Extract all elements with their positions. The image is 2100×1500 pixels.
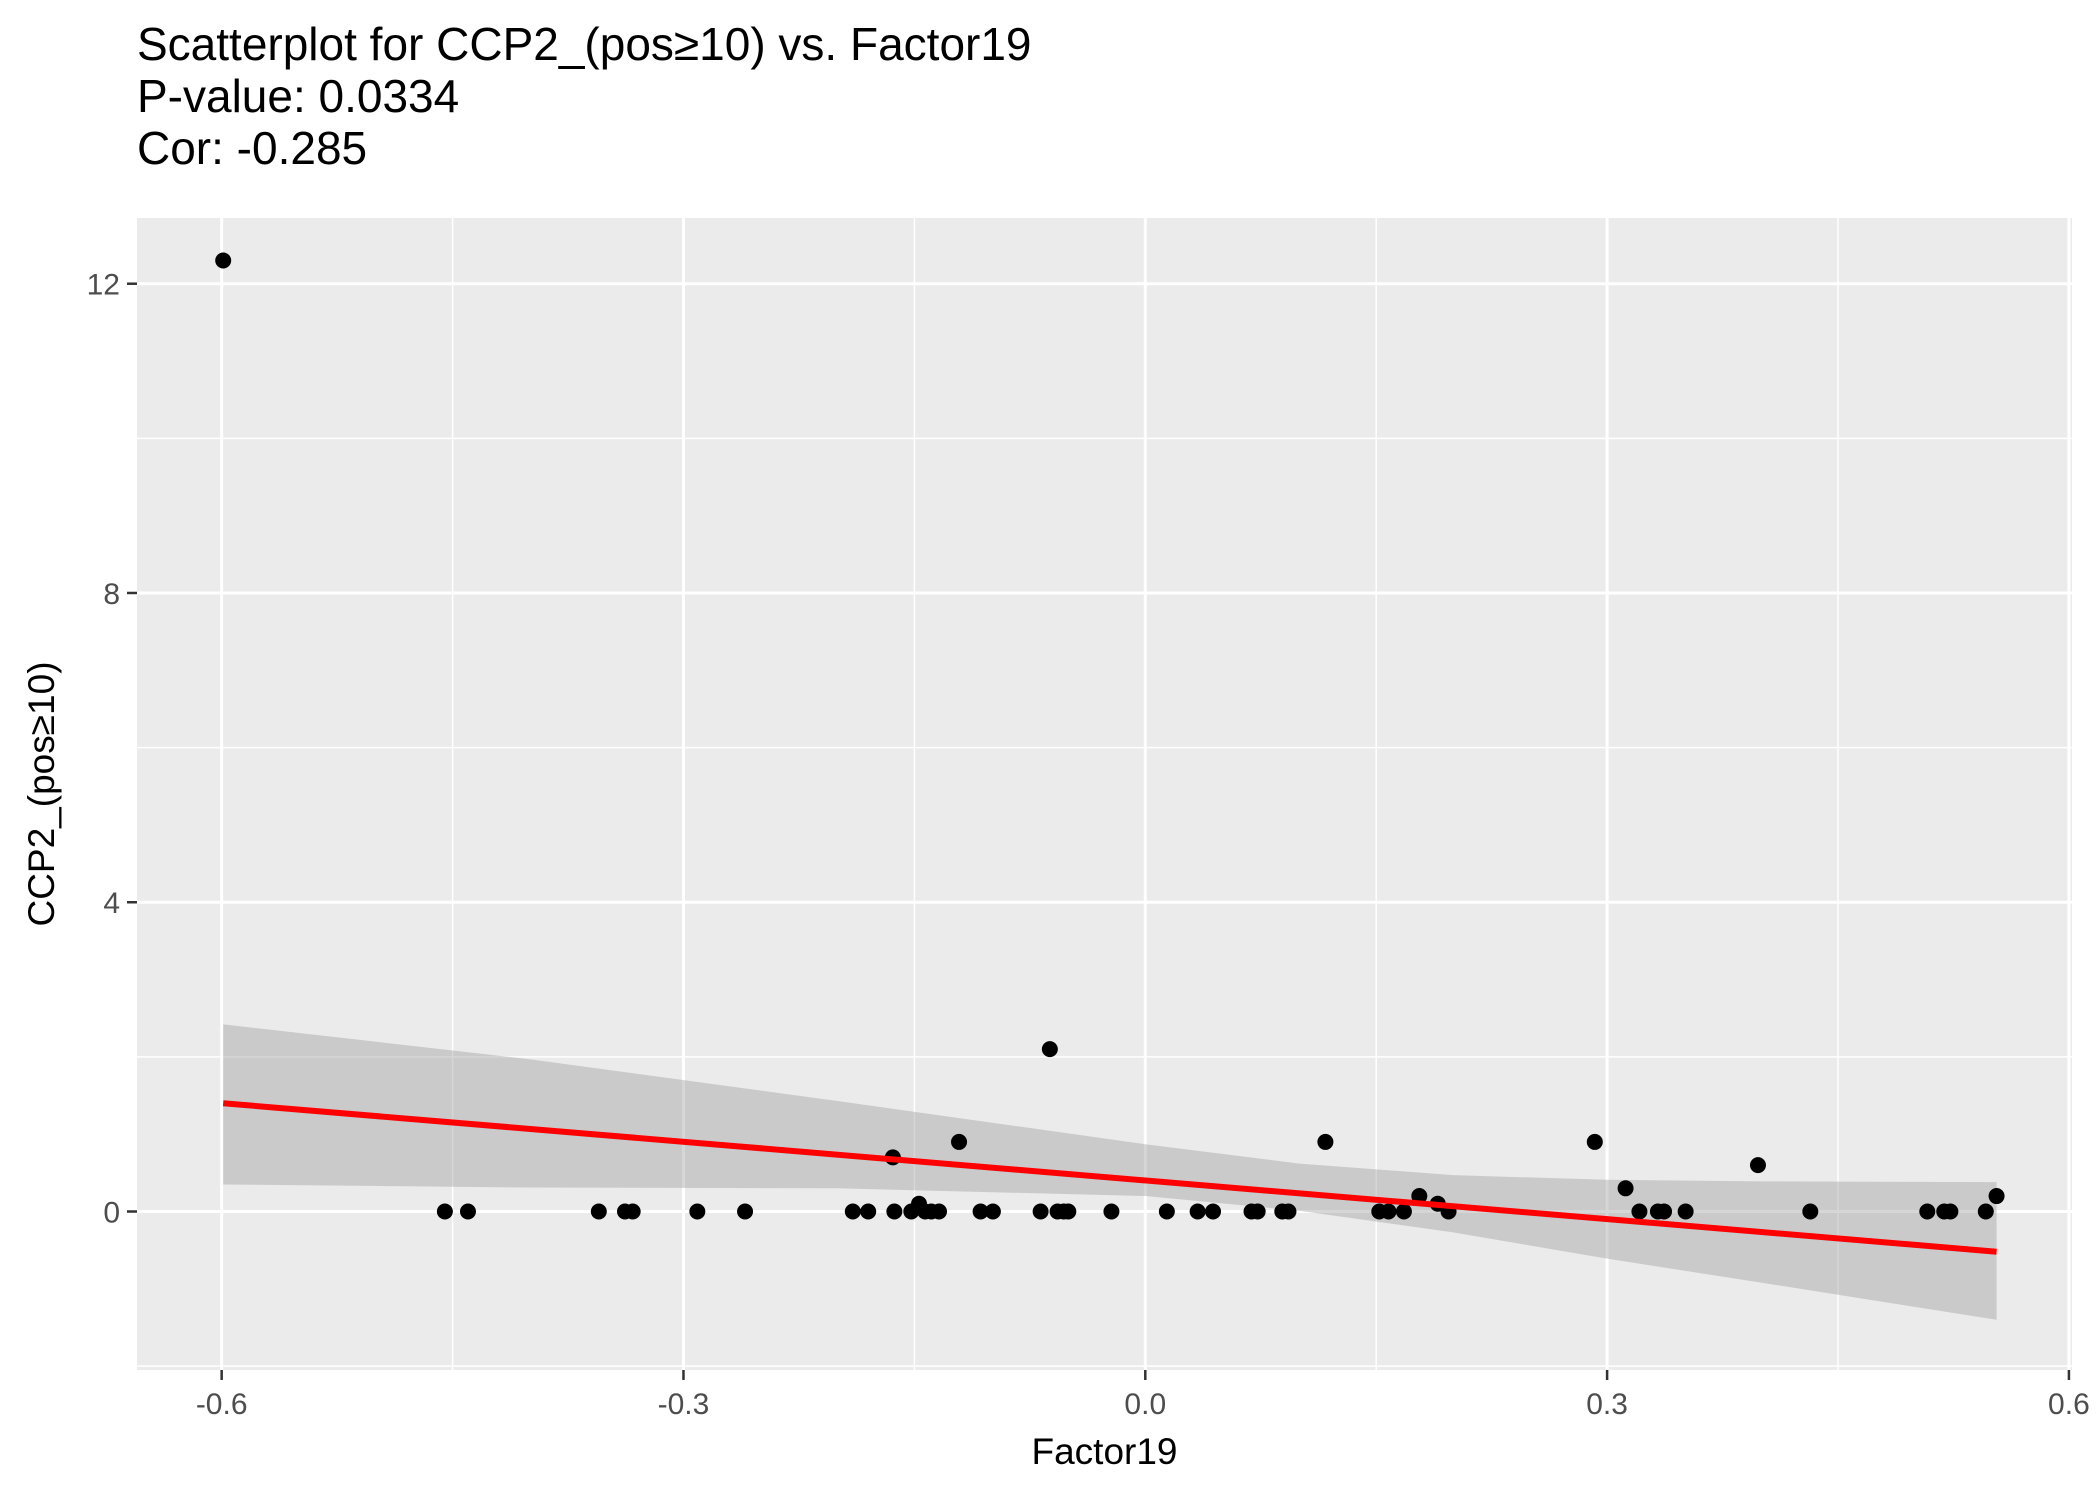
data-point (1942, 1203, 1959, 1220)
data-point (1677, 1203, 1694, 1220)
data-point (624, 1203, 641, 1220)
y-tick-label: 12 (87, 269, 120, 302)
data-point (1919, 1203, 1936, 1220)
x-tick-label: -0.3 (658, 1388, 710, 1421)
data-point (1317, 1133, 1334, 1150)
data-point (860, 1203, 877, 1220)
data-point (1205, 1203, 1222, 1220)
chart-title: Scatterplot for CCP2_(pos≥10) vs. Factor… (137, 18, 1032, 70)
chart-title-block: Scatterplot for CCP2_(pos≥10) vs. Factor… (137, 18, 1032, 174)
data-point (1656, 1203, 1673, 1220)
data-point (436, 1203, 453, 1220)
data-point (1988, 1188, 2005, 1205)
p-value-text: P-value: 0.0334 (137, 70, 460, 122)
y-tick-label: 4 (103, 887, 120, 920)
x-tick-label: 0.0 (1124, 1388, 1166, 1421)
confidence-band (223, 1024, 1997, 1320)
correlation-text: Cor: -0.285 (137, 122, 368, 174)
data-point (1249, 1203, 1266, 1220)
data-point (1380, 1203, 1397, 1220)
data-point (459, 1203, 476, 1220)
x-tick-label: -0.6 (196, 1388, 248, 1421)
data-point (972, 1203, 989, 1220)
data-point (1060, 1203, 1077, 1220)
data-point (1617, 1180, 1634, 1197)
data-point (689, 1203, 706, 1220)
data-point (1041, 1041, 1058, 1058)
y-tick-label: 8 (103, 578, 120, 611)
data-point (590, 1203, 607, 1220)
y-axis-label: CCP2_(pos≥10) (21, 661, 62, 926)
data-point (1158, 1203, 1175, 1220)
data-point (844, 1203, 861, 1220)
data-point (1631, 1203, 1648, 1220)
data-point (886, 1203, 903, 1220)
data-point (1586, 1133, 1603, 1150)
data-point (1749, 1157, 1766, 1174)
regression-line (222, 1100, 1997, 1255)
data-point (951, 1133, 968, 1150)
data-point (1802, 1203, 1819, 1220)
x-tick-label: 0.3 (1586, 1388, 1628, 1421)
data-point (1032, 1203, 1049, 1220)
data-point (1280, 1203, 1297, 1220)
data-point (1395, 1203, 1412, 1220)
axes: -0.6 -0.3 0.0 0.3 0.6 0 4 8 12 (87, 269, 2090, 1421)
data-point (737, 1203, 754, 1220)
data-point (931, 1203, 948, 1220)
x-axis-label: Factor19 (1031, 1431, 1177, 1472)
data-point (1189, 1203, 1206, 1220)
data-point (1977, 1203, 1994, 1220)
data-point (984, 1203, 1001, 1220)
x-tick-label: 0.6 (2048, 1388, 2090, 1421)
data-point (215, 252, 232, 269)
data-point (1103, 1203, 1120, 1220)
y-tick-label: 0 (103, 1197, 120, 1230)
